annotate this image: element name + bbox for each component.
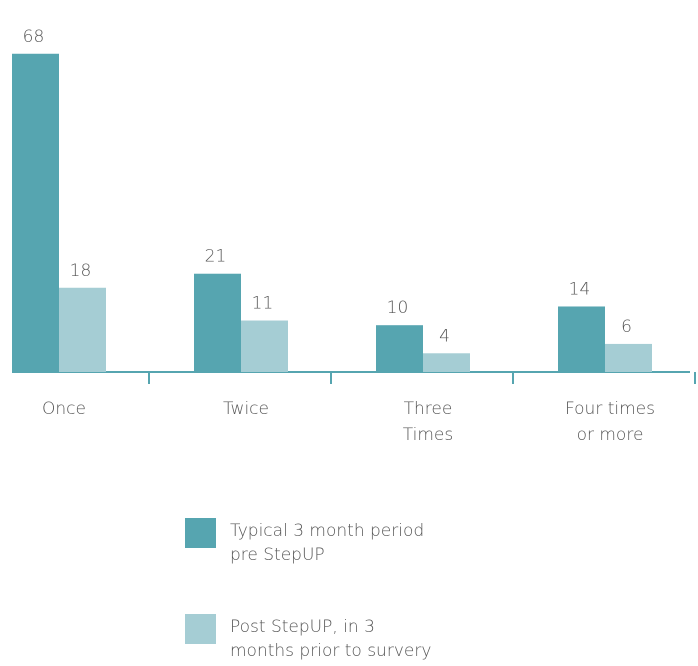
- legend-label-line: months prior to survery: [230, 641, 431, 661]
- data-label: 4: [439, 326, 450, 346]
- data-label: 21: [205, 247, 227, 267]
- legend-swatch: [185, 518, 216, 548]
- data-label: 18: [70, 261, 92, 281]
- x-tick-label-line: Four times: [565, 399, 655, 419]
- legend-label-line: Post StepUP, in 3: [230, 617, 375, 637]
- x-tick-label: Once: [42, 399, 86, 419]
- bar: [376, 325, 423, 372]
- data-label: 10: [387, 298, 409, 318]
- bar: [59, 287, 106, 372]
- bar: [605, 343, 652, 372]
- x-tick-label-line: Once: [42, 399, 86, 419]
- x-tick-label-line: or more: [577, 425, 644, 445]
- bar: [558, 306, 605, 372]
- legend-label-line: pre StepUP: [230, 545, 325, 565]
- data-label: 11: [252, 294, 274, 314]
- legend-label: Typical 3 month period pre StepUP: [230, 521, 424, 565]
- bar: [12, 53, 59, 372]
- x-tick-label: Twice: [223, 399, 269, 419]
- data-label: 14: [569, 279, 591, 299]
- x-tick-label: Three Times: [403, 399, 453, 445]
- bar: [423, 353, 470, 372]
- data-label: 6: [621, 317, 632, 337]
- legend-label: Post StepUP, in 3 months prior to survery: [230, 617, 431, 661]
- bar: [194, 273, 241, 372]
- x-tick-label-line: Three: [404, 399, 453, 419]
- bar: [241, 320, 288, 372]
- x-tick-label: Four times or more: [565, 399, 655, 445]
- legend-swatch: [185, 614, 216, 644]
- legend-label-line: Typical 3 month period: [230, 521, 424, 541]
- x-tick-label-line: Twice: [223, 399, 269, 419]
- x-tick-label-line: Times: [403, 425, 453, 445]
- data-label: 68: [23, 27, 45, 47]
